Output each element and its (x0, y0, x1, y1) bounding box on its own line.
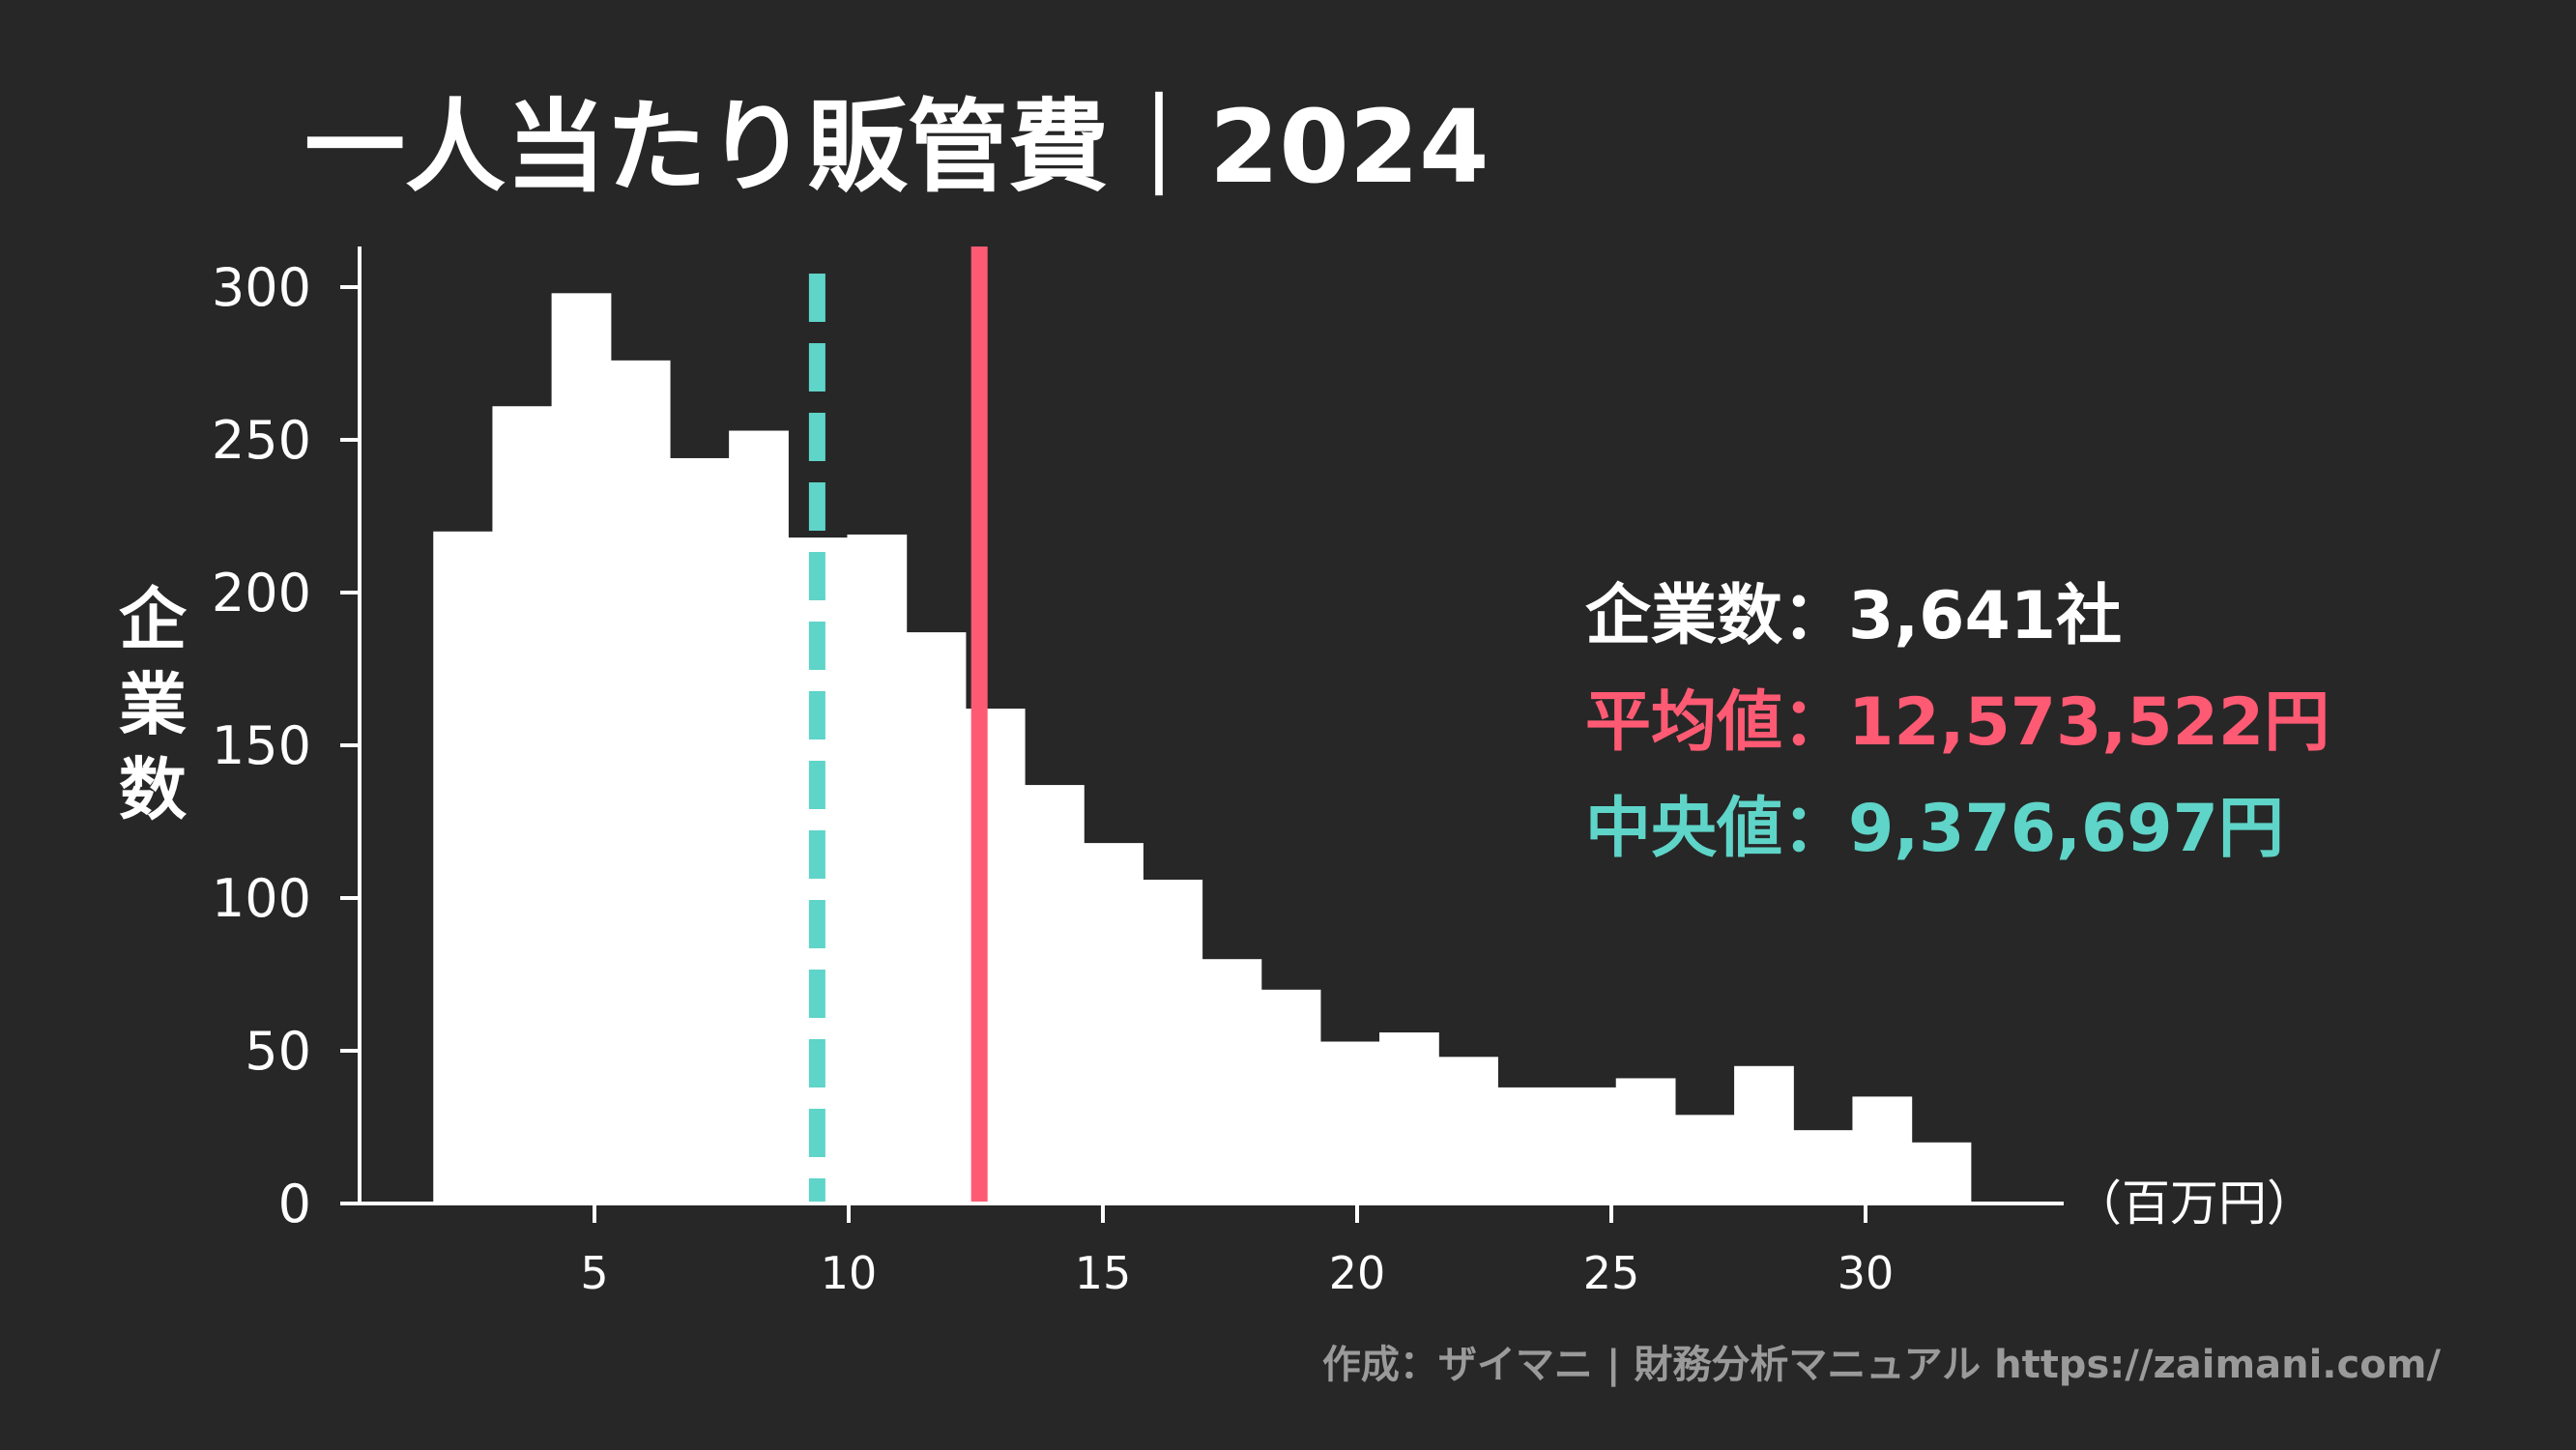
axes (358, 246, 2064, 1205)
y-tick-label: 0 (278, 1174, 311, 1234)
y-axis-label-char: 数 (119, 750, 187, 829)
histogram-bar (1025, 785, 1085, 1204)
histogram-bar (1734, 1065, 1794, 1204)
histogram-bar (610, 360, 671, 1204)
stat-count-value: 3,641社 (1848, 578, 2122, 654)
stat-mean-value: 12,573,522円 (1848, 684, 2330, 761)
stat-median-label: 中央値： (1585, 791, 1848, 867)
stat-mean-label: 平均値： (1585, 684, 1848, 761)
histogram-bar (1201, 959, 1262, 1204)
histogram-bar (1911, 1142, 1972, 1204)
histogram-bar (1143, 880, 1203, 1204)
histogram-bar (847, 534, 908, 1204)
x-tick-label: 5 (580, 1247, 608, 1299)
y-tick-label: 300 (212, 257, 311, 318)
histogram-bar (1615, 1078, 1676, 1204)
histogram-bar (551, 293, 612, 1204)
y-tick-label: 50 (245, 1021, 311, 1082)
histogram-bar (906, 632, 967, 1204)
histogram-bar (1319, 1041, 1380, 1204)
y-axis-label-char: 業 (119, 665, 187, 744)
x-tick-label: 30 (1838, 1247, 1895, 1299)
histogram-bar (1852, 1096, 1913, 1204)
x-tick-label: 10 (821, 1247, 878, 1299)
histogram-bar (492, 406, 553, 1204)
stat-mean: 平均値：12,573,522円 (1585, 684, 2330, 761)
histogram-bar (1379, 1032, 1439, 1204)
x-axis-ticks: 5 10 15 20 25 30 (580, 1204, 1894, 1299)
stat-median: 中央値：9,376,697円 (1585, 791, 2284, 867)
stats-block: 企業数：3,641社 平均値：12,573,522円 中央値：9,376,697… (1585, 578, 2330, 867)
histogram-bar (1438, 1057, 1498, 1204)
y-axis-label: 企業数 (119, 580, 188, 829)
histogram-bar (1793, 1130, 1854, 1204)
y-axis-label-char: 企 (119, 580, 188, 659)
histogram-bar (1497, 1087, 1558, 1204)
y-tick-label: 150 (212, 715, 311, 776)
histogram-bar (1084, 843, 1143, 1204)
x-tick-label: 15 (1075, 1247, 1132, 1299)
x-tick-label: 25 (1583, 1247, 1640, 1299)
histogram-bar (669, 457, 730, 1204)
histogram-bar (729, 430, 789, 1204)
credit-text: 作成：ザイマニ | 財務分析マニュアル https://zaimani.com/ (1322, 1343, 2441, 1388)
histogram-bar (1556, 1087, 1617, 1204)
histogram-bar (433, 531, 494, 1204)
stat-count: 企業数：3,641社 (1585, 578, 2122, 654)
y-tick-label: 250 (212, 410, 311, 471)
x-tick-label: 20 (1329, 1247, 1386, 1299)
y-axis-ticks: 0 50 100 150 200 250 300 (212, 257, 360, 1234)
y-tick-label: 100 (212, 868, 311, 929)
chart-title: 一人当たり販管費｜2024 (304, 88, 1489, 206)
histogram-bar (1260, 989, 1321, 1204)
stat-count-label: 企業数： (1585, 578, 1848, 654)
y-tick-label: 200 (212, 563, 311, 624)
histogram-bars (433, 293, 1972, 1204)
histogram-bar (1674, 1115, 1735, 1204)
x-axis-unit-label: （百万円） (2073, 1175, 2315, 1232)
stat-median-value: 9,376,697円 (1848, 791, 2284, 867)
reference-lines (808, 246, 988, 1204)
